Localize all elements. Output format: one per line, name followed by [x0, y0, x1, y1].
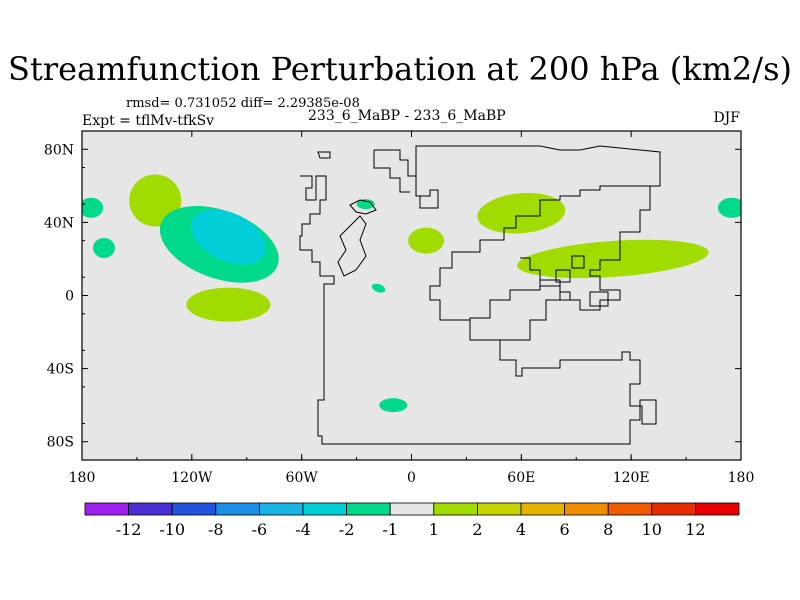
colorbar-label: -4: [295, 520, 311, 539]
colorbar-swatch: [171, 502, 217, 516]
y-tick-label: 80N: [44, 142, 74, 158]
colorbar: -12 -10 -8 -6 -4 -2 -1 1 2 4 6 8 10 12: [84, 502, 740, 539]
anomaly-region: [408, 227, 445, 254]
chart-title: Streamfunction Perturbation at 200 hPa (…: [8, 50, 792, 88]
y-tick-label: 40S: [47, 362, 74, 378]
x-tick-label: 60W: [286, 470, 319, 486]
coastline-africa-horn: [469, 279, 571, 341]
colorbar-swatch: [651, 502, 696, 516]
colorbar-swatch: [128, 502, 173, 516]
x-tick-label: 0: [407, 470, 416, 486]
anomaly-region: [371, 283, 386, 293]
colorbar-label: 12: [685, 520, 705, 539]
colorbar-swatch: [695, 502, 740, 516]
colorbar-label: 8: [603, 520, 613, 539]
experiment-label: Expt = tflMv-tfkSv: [82, 113, 215, 129]
x-tick-label: 120E: [613, 470, 650, 486]
stats-line: rmsd= 0.731052 diff= 2.29385e-08: [126, 96, 360, 111]
y-tick-label: 80S: [47, 435, 74, 451]
coastline-eurasia: [373, 145, 661, 209]
colorbar-swatch: [258, 502, 304, 516]
colorbar-label: 6: [560, 520, 570, 539]
x-axis: 180 120W 60W 0 60E 120E 180: [69, 131, 755, 486]
anomaly-region: [190, 209, 267, 265]
case-label: 233_6_MaBP - 233_6_MaBP: [308, 108, 506, 124]
colorbar-label: -12: [116, 520, 142, 539]
anomaly-region: [477, 192, 566, 234]
x-tick-label: 60E: [507, 470, 535, 486]
colorbar-swatch: [520, 502, 565, 516]
colorbar-label: -10: [159, 520, 185, 539]
colorbar-label: -6: [252, 520, 268, 539]
coastline-north-atlantic: [337, 199, 377, 277]
x-tick-label: 180: [69, 470, 96, 486]
colorbar-label: 4: [516, 520, 526, 539]
colorbar-swatch: [346, 502, 391, 516]
colorbar-label: -8: [208, 520, 224, 539]
anomaly-region: [129, 174, 182, 227]
colorbar-swatch: [476, 502, 522, 516]
continent-outlines: [299, 145, 661, 445]
anomaly-region: [379, 398, 408, 413]
y-tick-label: 0: [65, 289, 74, 305]
colorbar-label: 1: [429, 520, 439, 539]
anomaly-region: [82, 197, 104, 218]
colorbar-swatch: [389, 502, 435, 516]
colorbar-label: 10: [642, 520, 662, 539]
colorbar-swatch: [84, 502, 129, 516]
anomaly-layer: [82, 174, 741, 413]
colorbar-label: -1: [382, 520, 398, 539]
season-label: DJF: [713, 110, 740, 126]
x-tick-label: 180: [728, 470, 755, 486]
anomaly-region: [186, 287, 271, 322]
colorbar-swatch: [607, 502, 653, 516]
x-tick-label: 120W: [171, 470, 213, 486]
colorbar-swatch: [215, 502, 260, 516]
y-axis: 80N 40N 0 40S 80S: [44, 130, 741, 461]
colorbar-label: -2: [339, 520, 355, 539]
colorbar-swatch: [302, 502, 347, 516]
coastline-americas: [299, 151, 657, 445]
anomaly-region: [92, 237, 115, 258]
colorbar-swatch: [564, 502, 609, 516]
anomaly-region: [717, 197, 741, 218]
colorbar-label: 2: [472, 520, 482, 539]
anomaly-region: [517, 239, 709, 279]
y-tick-label: 40N: [44, 215, 74, 231]
coastline-islands: [555, 255, 609, 307]
colorbar-swatch: [433, 502, 478, 516]
